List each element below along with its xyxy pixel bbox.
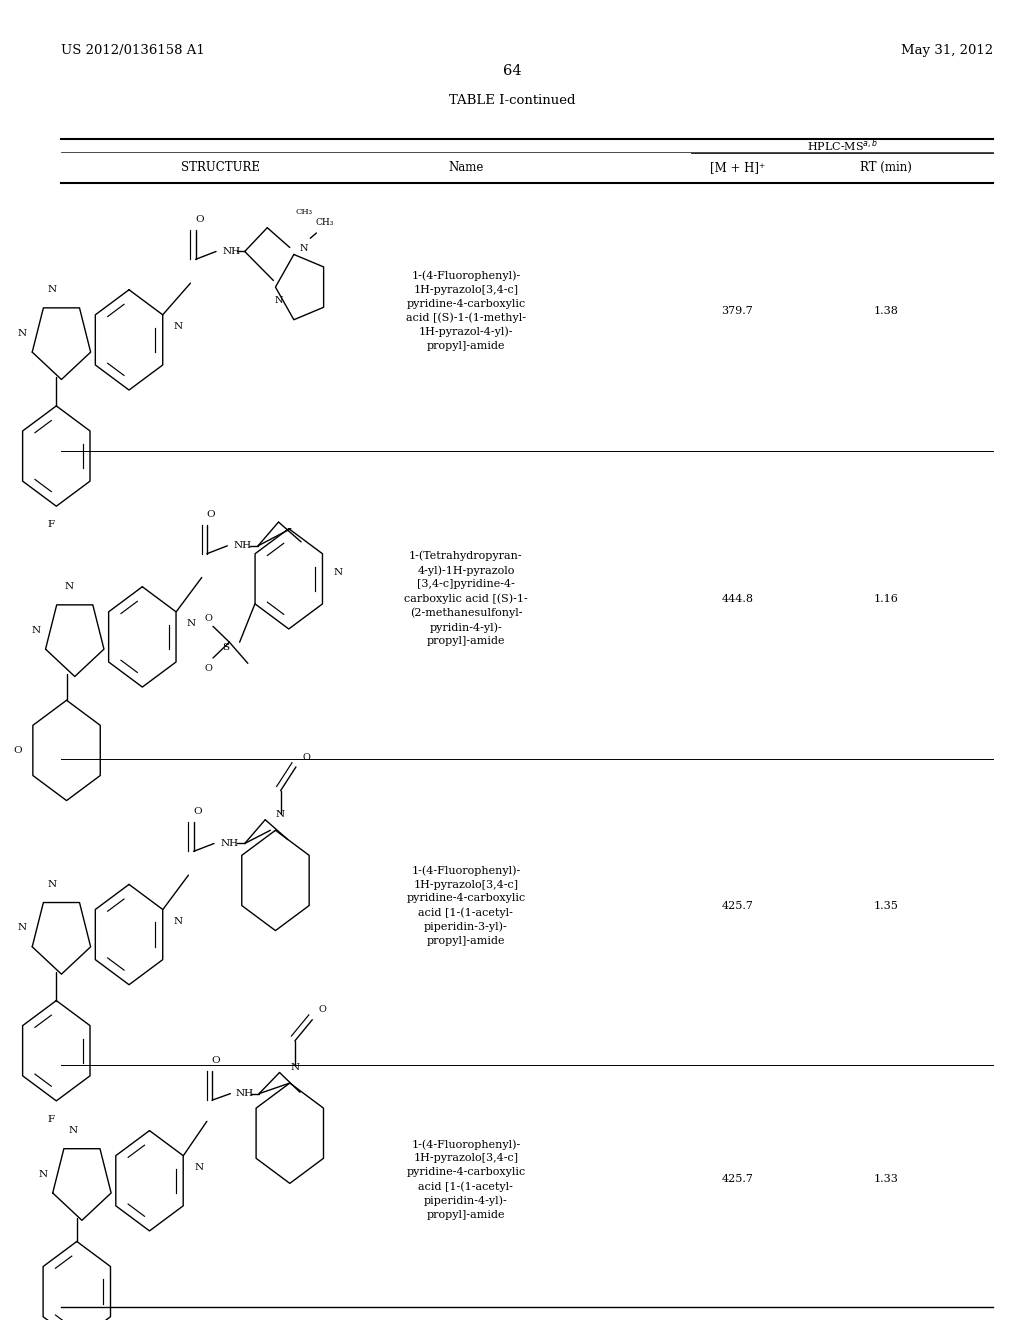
Text: 1-(Tetrahydropyran-
4-yl)-1H-pyrazolo
[3,4-c]pyridine-4-
carboxylic acid [(S)-1-: 1-(Tetrahydropyran- 4-yl)-1H-pyrazolo [3… (404, 550, 527, 647)
Text: 379.7: 379.7 (721, 306, 754, 315)
Text: 425.7: 425.7 (721, 1175, 754, 1184)
Text: O: O (194, 808, 202, 816)
Text: F: F (48, 520, 54, 529)
Text: 64: 64 (503, 65, 521, 78)
Text: 1.38: 1.38 (873, 306, 898, 315)
Text: [M + H]⁺: [M + H]⁺ (710, 161, 765, 174)
Text: N: N (195, 1163, 203, 1172)
Text: 1.35: 1.35 (873, 900, 898, 911)
Text: O: O (13, 746, 22, 755)
Text: N: N (65, 582, 73, 591)
Text: N: N (276, 810, 285, 818)
Text: 425.7: 425.7 (721, 900, 754, 911)
Text: 444.8: 444.8 (721, 594, 754, 603)
Text: N: N (48, 285, 56, 294)
Text: N: N (300, 244, 308, 253)
Text: O: O (207, 510, 215, 519)
Text: Name: Name (449, 161, 483, 174)
Text: N: N (48, 880, 56, 888)
Text: 1-(4-Fluorophenyl)-
1H-pyrazolo[3,4-c]
pyridine-4-carboxylic
acid [1-(1-acetyl-
: 1-(4-Fluorophenyl)- 1H-pyrazolo[3,4-c] p… (407, 866, 525, 945)
Text: May 31, 2012: May 31, 2012 (901, 44, 993, 57)
Text: O: O (196, 215, 204, 224)
Text: 1.16: 1.16 (873, 594, 898, 603)
Text: STRUCTURE: STRUCTURE (180, 161, 260, 174)
Text: N: N (291, 1063, 299, 1072)
Text: TABLE I-continued: TABLE I-continued (449, 94, 575, 107)
Text: S: S (222, 643, 228, 652)
Text: N: N (18, 329, 27, 338)
Text: O: O (212, 1056, 220, 1065)
Text: NH: NH (222, 247, 241, 256)
Text: CH₃: CH₃ (315, 218, 334, 227)
Text: O: O (205, 664, 213, 673)
Text: O: O (318, 1005, 327, 1014)
Text: N: N (18, 924, 27, 932)
Text: NH: NH (220, 840, 239, 847)
Text: O: O (205, 614, 213, 623)
Text: 1.33: 1.33 (873, 1175, 898, 1184)
Text: N: N (69, 1126, 77, 1135)
Text: O: O (302, 754, 310, 762)
Text: N: N (174, 917, 182, 925)
Text: CH₃: CH₃ (296, 207, 312, 216)
Text: US 2012/0136158 A1: US 2012/0136158 A1 (61, 44, 205, 57)
Text: F: F (48, 1115, 54, 1123)
Text: HPLC-MS$^{a,b}$: HPLC-MS$^{a,b}$ (807, 137, 878, 153)
Text: NH: NH (236, 1089, 254, 1098)
Text: N: N (274, 296, 283, 305)
Text: NH: NH (233, 541, 252, 550)
Text: N: N (334, 568, 342, 577)
Text: N: N (174, 322, 182, 331)
Text: N: N (39, 1170, 47, 1179)
Text: N: N (32, 626, 40, 635)
Text: RT (min): RT (min) (860, 161, 911, 174)
Text: 1-(4-Fluorophenyl)-
1H-pyrazolo[3,4-c]
pyridine-4-carboxylic
acid [(S)-1-(1-meth: 1-(4-Fluorophenyl)- 1H-pyrazolo[3,4-c] p… (406, 271, 526, 351)
Text: N: N (187, 619, 196, 628)
Text: 1-(4-Fluorophenyl)-
1H-pyrazolo[3,4-c]
pyridine-4-carboxylic
acid [1-(1-acetyl-
: 1-(4-Fluorophenyl)- 1H-pyrazolo[3,4-c] p… (407, 1139, 525, 1220)
